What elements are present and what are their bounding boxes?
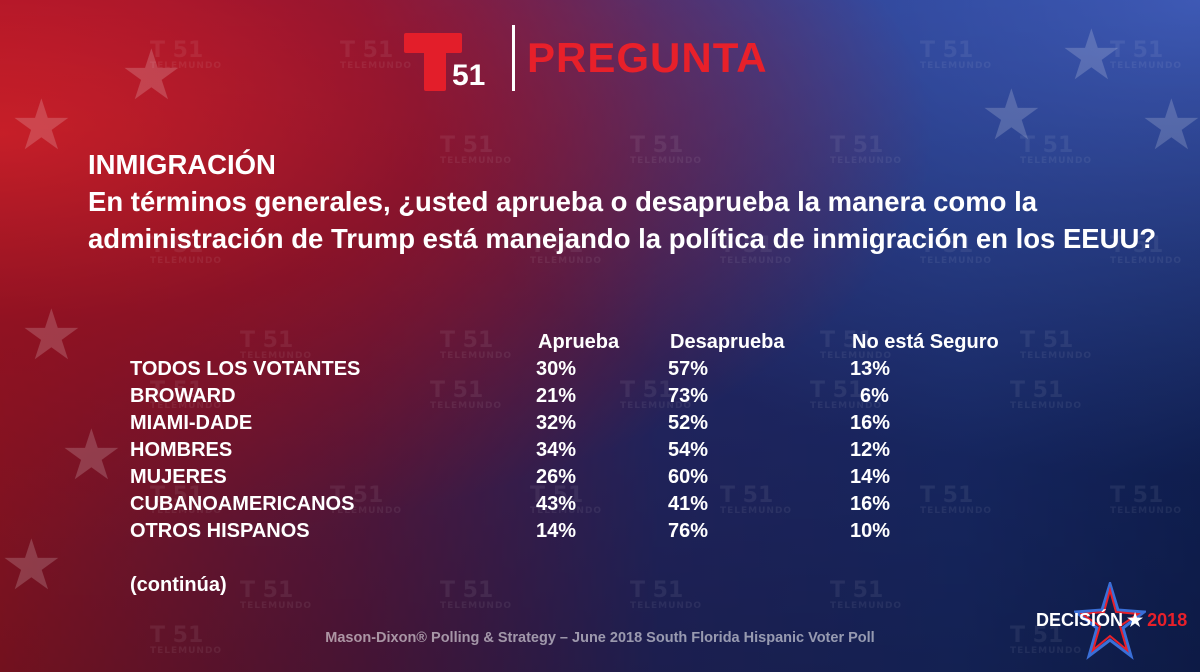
approve-value: 26%	[536, 466, 577, 488]
header-title: PREGUNTA	[527, 34, 768, 81]
flag-star-icon: ★	[0, 524, 63, 606]
row-label: BROWARD	[130, 385, 236, 407]
unsure-value: 16%	[850, 493, 891, 515]
disapprove-value: 60%	[668, 466, 709, 488]
results-table: Aprueba Desaprueba No está Seguro TODOS …	[130, 329, 1052, 545]
row-label: MUJERES	[130, 466, 227, 488]
footer-source: Mason-Dixon® Polling & Strategy – June 2…	[325, 630, 875, 646]
table-row: OTROS HISPANOS 14% 76% 10%	[130, 518, 1052, 545]
header-cell-group	[130, 329, 536, 356]
row-label: OTROS HISPANOS	[130, 520, 310, 542]
unsure-value: 12%	[850, 439, 891, 461]
approve-value: 21%	[536, 385, 577, 407]
badge-word: DECISIÓN	[1036, 610, 1124, 630]
table-row: MUJERES 26% 60% 14%	[130, 464, 1052, 491]
flag-star-icon: ★	[120, 34, 183, 116]
header: 51 PREGUNTA	[400, 22, 768, 94]
flag-star-icon: ★	[20, 294, 83, 376]
flag-star-icon: ★	[1140, 84, 1200, 166]
decision-2018-badge: DECISIÓN ★ 2018	[1030, 580, 1190, 664]
header-cell-unsure: No está Seguro	[852, 331, 999, 353]
table-row: TODOS LOS VOTANTES 30% 57% 13%	[130, 356, 1052, 383]
unsure-value: 10%	[850, 520, 891, 542]
row-label: CUBANOAMERICANOS	[130, 493, 355, 515]
header-divider	[512, 25, 515, 91]
table-row: MIAMI-DADE 32% 52% 16%	[130, 410, 1052, 437]
flag-star-icon: ★	[10, 84, 73, 166]
approve-value: 30%	[536, 358, 577, 380]
disapprove-value: 76%	[668, 520, 709, 542]
row-label: TODOS LOS VOTANTES	[130, 358, 361, 380]
badge-year: 2018	[1147, 610, 1188, 630]
telemundo-t-icon: 51	[400, 23, 496, 93]
table-row: HOMBRES 34% 54% 12%	[130, 437, 1052, 464]
question-text: En términos generales, ¿usted aprueba o …	[88, 186, 1157, 254]
disapprove-value: 73%	[668, 385, 709, 407]
row-label: HOMBRES	[130, 439, 233, 461]
table-header: Aprueba Desaprueba No está Seguro	[130, 329, 1052, 356]
row-label: MIAMI-DADE	[130, 412, 253, 434]
star-outline-icon	[1074, 582, 1146, 660]
table-row: CUBANOAMERICANOS 43% 41% 16%	[130, 491, 1052, 518]
header-cell-disapprove: Desaprueba	[670, 331, 785, 353]
flag-star-icon: ★	[1060, 14, 1123, 96]
table-row: BROWARD 21% 73% 6%	[130, 383, 1052, 410]
star-icon: ★	[1127, 610, 1144, 630]
approve-value: 43%	[536, 493, 577, 515]
flag-star-icon: ★	[60, 414, 123, 496]
unsure-value: 14%	[850, 466, 891, 488]
unsure-value: 6%	[860, 385, 889, 407]
approve-value: 32%	[536, 412, 577, 434]
question-block: INMIGRACIÓN En términos generales, ¿uste…	[88, 146, 1168, 257]
header-cell-approve: Aprueba	[538, 331, 620, 353]
question-topic: INMIGRACIÓN	[88, 149, 276, 180]
approve-value: 14%	[536, 520, 577, 542]
approve-value: 34%	[536, 439, 577, 461]
disapprove-value: 57%	[668, 358, 709, 380]
channel-number: 51	[452, 59, 486, 92]
unsure-value: 16%	[850, 412, 891, 434]
disapprove-value: 54%	[668, 439, 709, 461]
disapprove-value: 41%	[668, 493, 709, 515]
unsure-value: 13%	[850, 358, 891, 380]
continues-note: (continúa)	[130, 574, 227, 596]
disapprove-value: 52%	[668, 412, 709, 434]
flag-star-icon: ★	[980, 74, 1043, 156]
